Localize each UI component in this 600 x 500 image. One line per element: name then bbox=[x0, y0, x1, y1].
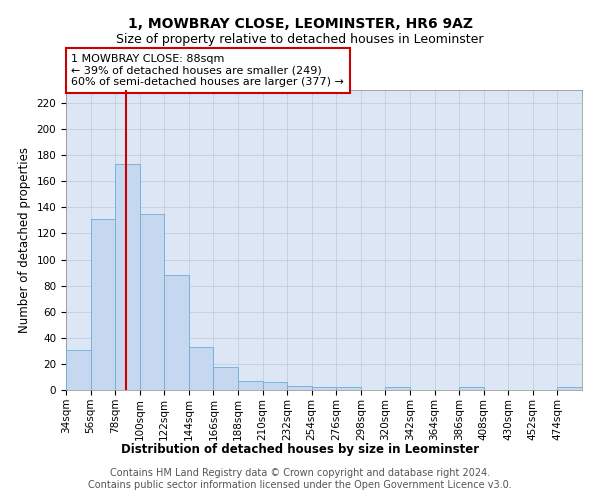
Bar bbox=[336, 388, 361, 390]
Bar bbox=[189, 347, 214, 390]
Bar bbox=[115, 164, 140, 390]
Text: 1 MOWBRAY CLOSE: 88sqm
← 39% of detached houses are smaller (249)
60% of semi-de: 1 MOWBRAY CLOSE: 88sqm ← 39% of detached… bbox=[71, 54, 344, 87]
Text: Size of property relative to detached houses in Leominster: Size of property relative to detached ho… bbox=[116, 32, 484, 46]
Bar bbox=[140, 214, 164, 390]
Bar bbox=[312, 388, 336, 390]
Bar bbox=[385, 388, 410, 390]
Bar bbox=[459, 388, 484, 390]
Bar bbox=[263, 382, 287, 390]
Bar bbox=[238, 381, 263, 390]
Bar bbox=[557, 388, 582, 390]
Bar bbox=[91, 219, 115, 390]
Text: Distribution of detached houses by size in Leominster: Distribution of detached houses by size … bbox=[121, 442, 479, 456]
Y-axis label: Number of detached properties: Number of detached properties bbox=[18, 147, 31, 333]
Bar bbox=[66, 350, 91, 390]
Bar bbox=[214, 366, 238, 390]
Bar bbox=[164, 275, 189, 390]
Text: 1, MOWBRAY CLOSE, LEOMINSTER, HR6 9AZ: 1, MOWBRAY CLOSE, LEOMINSTER, HR6 9AZ bbox=[128, 18, 473, 32]
Text: Contains HM Land Registry data © Crown copyright and database right 2024.
Contai: Contains HM Land Registry data © Crown c… bbox=[88, 468, 512, 490]
Bar bbox=[287, 386, 312, 390]
